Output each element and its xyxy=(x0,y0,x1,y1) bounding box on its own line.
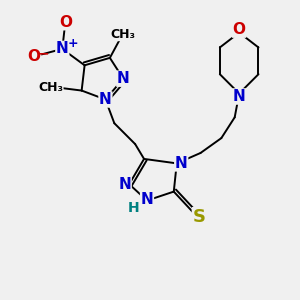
Text: O: O xyxy=(233,22,246,37)
Text: O: O xyxy=(59,15,72,30)
Text: N: N xyxy=(118,177,131,192)
Text: N: N xyxy=(99,92,112,107)
Text: N: N xyxy=(233,89,245,104)
Text: N: N xyxy=(141,191,153,206)
Text: N: N xyxy=(56,41,69,56)
Text: CH₃: CH₃ xyxy=(38,81,63,94)
Text: N: N xyxy=(175,156,188,171)
Text: S: S xyxy=(193,208,206,226)
Text: N: N xyxy=(117,71,130,86)
Text: O: O xyxy=(28,49,40,64)
Text: +: + xyxy=(68,37,78,50)
Text: −: − xyxy=(37,46,49,60)
Text: CH₃: CH₃ xyxy=(111,28,136,40)
Text: H: H xyxy=(128,201,140,215)
